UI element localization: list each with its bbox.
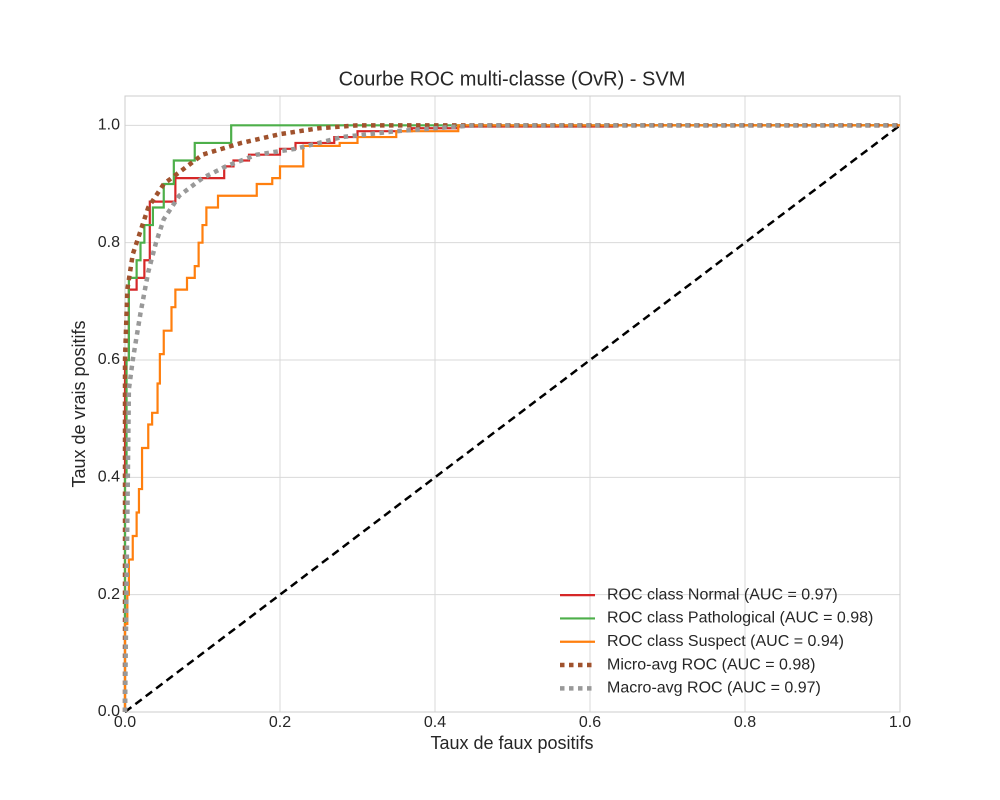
y-tick-label: 1.0 — [98, 117, 120, 134]
legend-label: ROC class Suspect (AUC = 0.94) — [607, 633, 844, 650]
x-tick-label: 0.4 — [424, 714, 446, 731]
y-axis-label: Taux de vrais positifs — [69, 320, 89, 487]
y-tick-label: 0.2 — [98, 586, 120, 603]
x-tick-label: 0.2 — [269, 714, 291, 731]
y-tick-label: 0.4 — [98, 469, 120, 486]
x-tick-label: 1.0 — [889, 714, 911, 731]
roc-curve — [122, 123, 900, 712]
chart-title: Courbe ROC multi-classe (OvR) - SVM — [339, 68, 686, 90]
roc-curve — [123, 124, 900, 712]
legend-label: Macro-avg ROC (AUC = 0.97) — [607, 680, 821, 697]
legend-label: ROC class Pathological (AUC = 0.98) — [607, 610, 873, 627]
y-tick-label: 0.8 — [98, 234, 120, 251]
x-tick-label: 0.6 — [579, 714, 601, 731]
y-tick-label: 0.0 — [98, 703, 120, 720]
x-tick-label: 0.8 — [734, 714, 756, 731]
legend-label: Micro-avg ROC (AUC = 0.98) — [607, 656, 816, 673]
x-tick-label: 0.0 — [114, 714, 136, 731]
legend-label: ROC class Normal (AUC = 0.97) — [607, 586, 838, 603]
chance-line — [124, 124, 901, 713]
x-axis-label: Taux de faux positifs — [430, 733, 593, 753]
roc-curve — [123, 124, 900, 712]
y-tick-label: 0.6 — [98, 351, 120, 368]
